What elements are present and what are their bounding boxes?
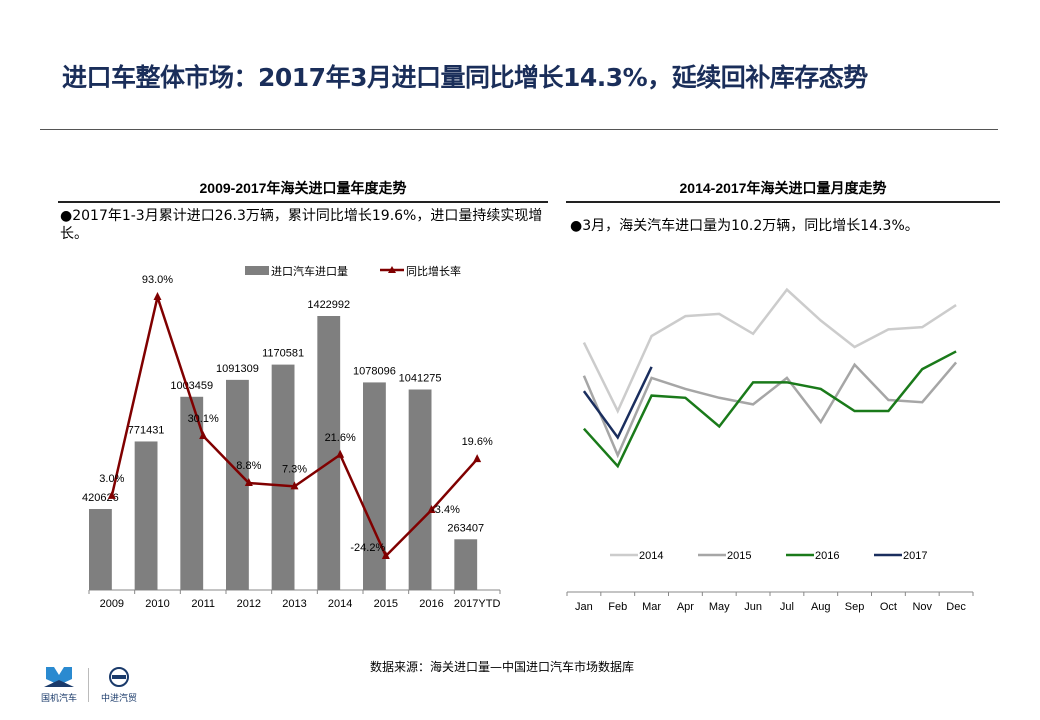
bar-value-label: 420626 bbox=[82, 492, 119, 504]
x-tick-label: Aug bbox=[811, 601, 831, 613]
x-tick-label: 2010 bbox=[145, 598, 169, 610]
x-tick-label: Oct bbox=[880, 601, 897, 613]
bar-value-label: 1091309 bbox=[216, 363, 259, 375]
bar bbox=[363, 382, 386, 590]
bar-value-label: 1078096 bbox=[353, 365, 396, 377]
legend-label-2015: 2015 bbox=[727, 550, 751, 562]
bar bbox=[271, 364, 295, 590]
growth-label: -3.4% bbox=[431, 504, 460, 516]
growth-marker bbox=[107, 490, 116, 499]
growth-marker bbox=[336, 449, 345, 458]
x-tick-label: Jul bbox=[780, 601, 794, 613]
bar-value-label: 1041275 bbox=[399, 373, 442, 385]
legend-label-2014: 2014 bbox=[639, 550, 663, 562]
x-tick-label: 2009 bbox=[100, 598, 124, 610]
bar bbox=[89, 509, 112, 590]
growth-marker bbox=[290, 481, 299, 490]
bar-value-label: 1422992 bbox=[307, 299, 350, 311]
logo-sinomach-auto: 国机汽车 bbox=[40, 665, 78, 704]
left-panel-title: 2009-2017年海关进口量年度走势 bbox=[199, 180, 407, 196]
x-tick-label: 2013 bbox=[282, 598, 306, 610]
x-tick-label: Jan bbox=[575, 601, 593, 613]
title-divider bbox=[40, 129, 998, 130]
series-line-2015 bbox=[582, 361, 958, 459]
logo-cntic: 中进汽贸 bbox=[98, 665, 140, 704]
bar-value-label: 771431 bbox=[128, 424, 165, 436]
x-tick-label: 2012 bbox=[237, 598, 261, 610]
legend-bar-swatch bbox=[245, 266, 269, 275]
bar-value-label: 1003459 bbox=[170, 380, 213, 392]
x-tick-label: Sep bbox=[845, 601, 865, 613]
legend-label-2016: 2016 bbox=[815, 550, 839, 562]
x-tick-label: Apr bbox=[677, 601, 694, 613]
page-title: 进口车整体市场：2017年3月进口量同比增长14.3%，延续回补库存态势 bbox=[62, 63, 868, 92]
x-tick-label: 2011 bbox=[191, 598, 215, 610]
bar-value-label: 1170581 bbox=[262, 348, 304, 360]
bar bbox=[226, 379, 249, 590]
bar bbox=[317, 316, 341, 590]
left-panel-divider bbox=[58, 201, 548, 203]
x-tick-label: 2017YTD bbox=[454, 598, 501, 610]
x-tick-label: Jun bbox=[744, 601, 762, 613]
growth-marker bbox=[381, 550, 390, 559]
right-panel-divider bbox=[566, 201, 1000, 203]
x-tick-label: Mar bbox=[642, 601, 661, 613]
bar-value-label: 263407 bbox=[447, 522, 484, 534]
series-line-2016 bbox=[582, 350, 957, 469]
x-tick-label: May bbox=[709, 601, 730, 613]
left-panel-note: ●2017年1-3月累计进口26.3万辆，累计同比增长19.6%，进口量持续实现… bbox=[60, 208, 543, 242]
growth-marker bbox=[153, 291, 162, 300]
bar bbox=[454, 539, 478, 590]
growth-label: 3.0% bbox=[99, 473, 124, 485]
logo-circle-icon bbox=[109, 667, 129, 687]
series-line-2014 bbox=[582, 287, 957, 414]
x-tick-label: 2015 bbox=[374, 598, 398, 610]
logo-mountain-icon bbox=[44, 667, 74, 687]
logo-divider bbox=[88, 668, 89, 702]
logo-right-text: 中进汽贸 bbox=[100, 693, 137, 703]
growth-label: 7.3% bbox=[282, 463, 307, 475]
x-tick-label: Feb bbox=[608, 601, 627, 613]
growth-label: 19.6% bbox=[462, 436, 493, 448]
data-source: 数据来源：海关进口量—中国进口汽车市场数据库 bbox=[370, 660, 635, 674]
growth-marker bbox=[473, 454, 482, 463]
growth-marker bbox=[427, 505, 436, 514]
growth-label: 8.8% bbox=[236, 460, 261, 472]
bar bbox=[134, 441, 158, 590]
growth-label: 21.6% bbox=[325, 432, 356, 444]
legend-line-label: 同比增长率 bbox=[406, 264, 461, 278]
x-tick-label: 2016 bbox=[419, 598, 443, 610]
right-panel-note: ●3月，海关汽车进口量为10.2万辆，同比增长14.3%。 bbox=[570, 218, 919, 234]
x-tick-label: 2014 bbox=[328, 598, 352, 610]
x-tick-label: Nov bbox=[912, 601, 932, 613]
bar bbox=[180, 396, 204, 590]
growth-label: 93.0% bbox=[142, 274, 173, 286]
series-line-2017 bbox=[582, 366, 653, 440]
growth-marker bbox=[244, 478, 253, 487]
legend-bar-label: 进口汽车进口量 bbox=[271, 264, 348, 278]
x-tick-label: Dec bbox=[946, 601, 966, 613]
legend-label-2017: 2017 bbox=[903, 550, 927, 562]
right-panel-title: 2014-2017年海关进口量月度走势 bbox=[679, 180, 887, 196]
legend-line-marker bbox=[388, 266, 396, 273]
growth-label: -24.2% bbox=[350, 542, 385, 554]
logo-left-text: 国机汽车 bbox=[40, 693, 77, 703]
growth-label: 30.1% bbox=[188, 413, 219, 425]
growth-marker bbox=[199, 430, 208, 439]
bar bbox=[408, 389, 432, 590]
